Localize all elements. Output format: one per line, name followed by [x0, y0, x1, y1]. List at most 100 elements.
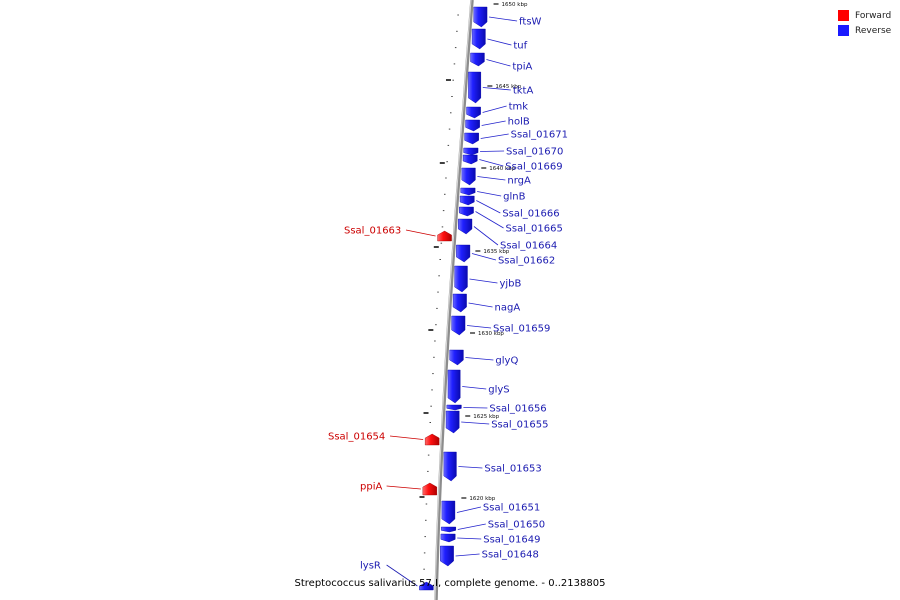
reverse-gene-label: Ssal_01671 — [511, 130, 568, 141]
reverse-gene — [440, 533, 456, 543]
reverse-gene — [466, 106, 481, 119]
gene-pointer-line — [386, 485, 421, 490]
gene-pointer-line — [475, 211, 504, 229]
reverse-gene — [468, 71, 482, 104]
forward-gene-label: ppiA — [360, 482, 382, 493]
reverse-gene-label: Ssal_01665 — [506, 224, 563, 235]
gene-pointer-line — [457, 523, 486, 530]
scale-label: 1620 kbp — [469, 496, 495, 502]
reverse-gene-label: Ssal_01651 — [483, 503, 540, 514]
reverse-gene — [464, 132, 479, 145]
reverse-gene — [440, 526, 456, 533]
reverse-gene — [445, 410, 460, 434]
reverse-gene-label: ftsW — [519, 17, 541, 28]
legend-forward[interactable]: Forward — [838, 8, 891, 23]
scale-label: 1650 kbp — [502, 2, 528, 8]
reverse-gene — [449, 349, 464, 366]
reverse-gene-label: yjbB — [499, 279, 521, 290]
reverse-gene — [441, 500, 456, 525]
scale-ticks: 1650 kbp 1645 kbp 1640 kbp 1635 kbp 1630 kbp… — [419, 2, 528, 586]
reverse-gene-label: Ssal_01656 — [489, 404, 546, 415]
gene-pointer-line — [488, 16, 518, 22]
reverse-gene — [454, 265, 468, 293]
reverse-gene — [461, 167, 476, 186]
forward-gene-label: Ssal_01654 — [328, 432, 385, 443]
reverse-gene — [460, 187, 476, 196]
reverse-gene — [470, 52, 485, 67]
reverse-gene — [459, 195, 475, 206]
gene-pointer-line — [456, 506, 482, 513]
forward-gene-label: Ssal_01663 — [344, 226, 401, 237]
reverse-gene-label: Ssal_01659 — [493, 324, 550, 335]
gene-pointer-line — [482, 105, 507, 113]
gene-pointer-line — [469, 278, 498, 284]
reverse-gene-label: Ssal_01650 — [488, 520, 545, 531]
genome-backbone — [434, 0, 474, 600]
reverse-gene-label: Ssal_01662 — [498, 256, 555, 267]
reverse-gene — [443, 451, 457, 482]
gene-pointer-line — [461, 421, 490, 425]
gene-pointer-line — [473, 226, 499, 246]
legend-reverse[interactable]: Reverse — [838, 23, 891, 38]
gene-pointer-line — [477, 191, 502, 197]
gene-pointer-line — [468, 302, 493, 308]
scale-label: 1640 kbp — [489, 166, 515, 172]
reverse-gene-label: tpiA — [512, 62, 532, 73]
reverse-gene-label: tktA — [513, 86, 534, 97]
gene-pointer-line — [471, 253, 497, 261]
genome-backbone-highlight — [434, 0, 472, 600]
reverse-gene-label: nrgA — [507, 176, 531, 187]
reverse-gene — [452, 293, 467, 313]
forward-gene — [419, 581, 434, 591]
reverse-gene-label: Ssal_01648 — [482, 550, 539, 561]
forward-swatch — [838, 10, 849, 21]
gene-pointer-line — [466, 325, 492, 329]
reverse-gene — [459, 206, 474, 217]
reverse-gene — [440, 545, 454, 567]
legend: Forward Reverse — [838, 8, 891, 38]
reverse-gene-label: glyS — [488, 385, 509, 396]
gene-pointer-line — [457, 537, 482, 540]
forward-label: Forward — [855, 10, 892, 21]
reverse-gene-label: Ssal_01666 — [502, 209, 559, 220]
reverse-gene — [463, 147, 479, 156]
gene-labels: ftsW tuf tpiA tktA tmk holB Ssal_01671 Ssal_016… — [328, 17, 568, 587]
reverse-gene — [473, 6, 488, 28]
gene-pointer-line — [389, 435, 424, 440]
gene-pointer-line — [458, 466, 483, 469]
reverse-gene — [456, 244, 471, 263]
reverse-gene-label: Ssal_01649 — [483, 535, 540, 546]
genome-caption: Streptococcus salivarius 57.I, complete … — [294, 578, 606, 589]
gene-features — [419, 6, 488, 591]
reverse-gene — [446, 404, 462, 411]
reverse-gene-label: glnB — [503, 192, 525, 203]
reverse-gene-label: tmk — [509, 102, 529, 113]
reverse-gene — [471, 28, 486, 50]
reverse-gene-label: Ssal_01664 — [500, 241, 557, 252]
reverse-gene — [451, 315, 466, 336]
scale-label: 1625 kbp — [473, 414, 499, 420]
gene-pointer-line — [480, 133, 509, 139]
scale-label: 1630 kbp — [478, 331, 504, 337]
reverse-gene-label: Ssal_01655 — [491, 420, 548, 431]
gene-pointer-line — [477, 176, 506, 181]
forward-gene — [422, 482, 438, 496]
scale-label: 1645 kbp — [495, 84, 521, 90]
gene-pointer-line — [386, 564, 418, 587]
gene-pointer-line — [480, 150, 505, 152]
gene-pointer-line — [463, 407, 488, 409]
reverse-gene-label: nagA — [495, 303, 521, 314]
gene-pointer-line — [481, 120, 506, 126]
reverse-gene — [462, 154, 478, 165]
gene-pointer-line — [465, 357, 494, 361]
reverse-gene-label: Ssal_01669 — [505, 162, 562, 173]
reverse-gene-label: holB — [508, 117, 530, 128]
reverse-gene-label: tuf — [513, 41, 527, 52]
reverse-gene-label: Ssal_01670 — [506, 147, 563, 158]
forward-gene — [424, 433, 440, 446]
gene-pointer-line — [455, 553, 480, 557]
gene-pointer-line — [482, 87, 511, 91]
gene-pointer-line — [486, 59, 511, 67]
reverse-gene-label: Ssal_01653 — [484, 464, 541, 475]
